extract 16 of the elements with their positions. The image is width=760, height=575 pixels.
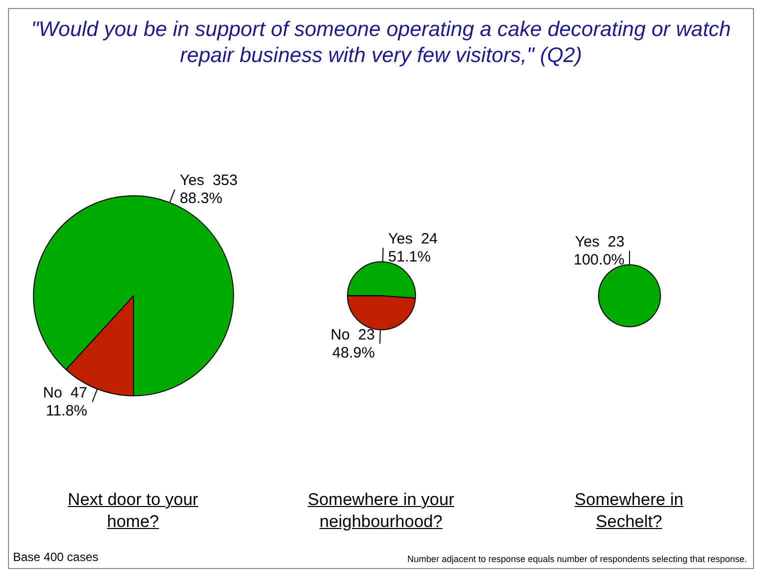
slice-label: Yes 23 [574,233,624,250]
text: Next door to your home? [66,489,200,533]
text: Number adjacent to response equals number of respondents selecting that response. [407,554,747,564]
slice-label: Yes 24 [388,230,438,248]
data-label: 11.8% [45,402,87,420]
slice-label: No 23 [330,326,374,344]
text: Somewhere in your neighbourhood? [306,489,456,533]
slice-label: Yes 353 [179,172,238,190]
data-label: 100.0% [573,251,624,268]
data-label: 88.3% [179,190,222,208]
text: "Would you be in support of someone operating a cake decorating or watch repair business with very few visitors," (Q2) [30,17,732,69]
text: Base 400 cases [13,550,98,564]
data-label: 48.9% [332,344,374,362]
data-label: 51.1% [388,248,430,266]
text: Somewhere in Sechelt? [574,489,684,533]
slice-label: No 47 [42,384,87,402]
